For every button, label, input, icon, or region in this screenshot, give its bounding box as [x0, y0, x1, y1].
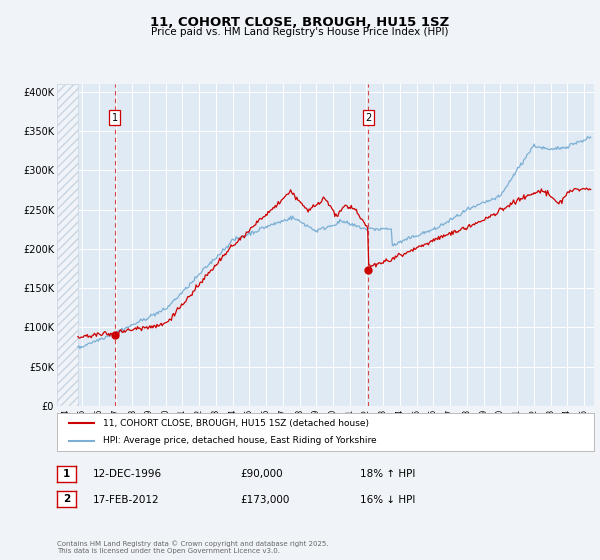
Text: Price paid vs. HM Land Registry's House Price Index (HPI): Price paid vs. HM Land Registry's House … — [151, 27, 449, 37]
Text: 18% ↑ HPI: 18% ↑ HPI — [360, 469, 415, 479]
Text: 1: 1 — [63, 469, 70, 479]
Text: 12-DEC-1996: 12-DEC-1996 — [93, 469, 162, 479]
Text: £173,000: £173,000 — [240, 494, 289, 505]
Text: HPI: Average price, detached house, East Riding of Yorkshire: HPI: Average price, detached house, East… — [103, 436, 376, 445]
Text: £90,000: £90,000 — [240, 469, 283, 479]
Text: 2: 2 — [365, 113, 371, 123]
Text: 2: 2 — [63, 494, 70, 504]
Text: 11, COHORT CLOSE, BROUGH, HU15 1SZ: 11, COHORT CLOSE, BROUGH, HU15 1SZ — [151, 16, 449, 29]
Text: Contains HM Land Registry data © Crown copyright and database right 2025.
This d: Contains HM Land Registry data © Crown c… — [57, 541, 329, 554]
Bar — [57, 84, 78, 406]
Text: 11, COHORT CLOSE, BROUGH, HU15 1SZ (detached house): 11, COHORT CLOSE, BROUGH, HU15 1SZ (deta… — [103, 419, 368, 428]
Text: 17-FEB-2012: 17-FEB-2012 — [93, 494, 160, 505]
Text: 16% ↓ HPI: 16% ↓ HPI — [360, 494, 415, 505]
Text: 1: 1 — [112, 113, 118, 123]
